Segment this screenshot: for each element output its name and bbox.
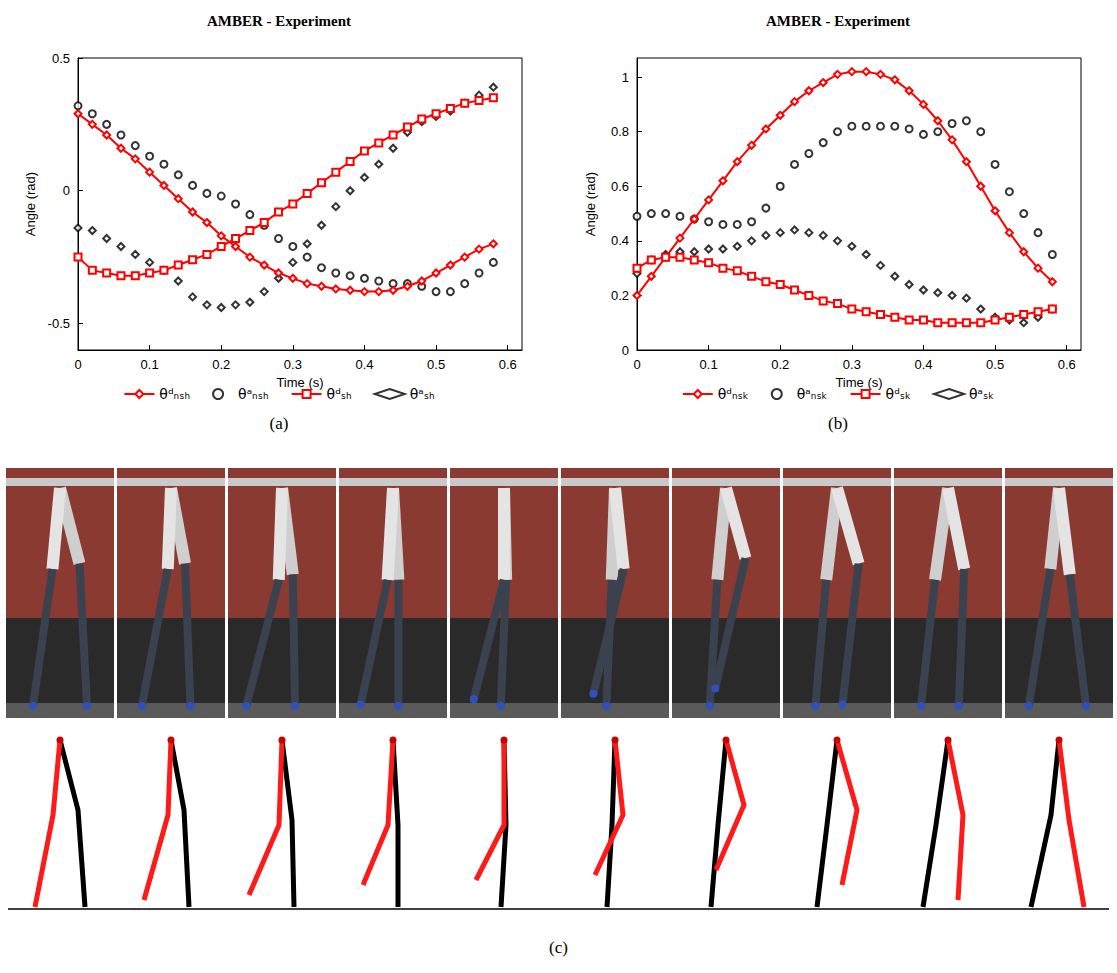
svg-text:0.8: 0.8 xyxy=(611,124,629,139)
svg-text:0.5: 0.5 xyxy=(52,51,70,66)
svg-text:θᵈₙₛₖ: θᵈₙₛₖ xyxy=(718,386,749,402)
svg-text:AMBER - Experiment: AMBER - Experiment xyxy=(207,13,351,29)
svg-text:0.6: 0.6 xyxy=(499,357,517,372)
svg-text:0.2: 0.2 xyxy=(611,288,629,303)
html-text:(c): (c) xyxy=(549,938,568,957)
svg-text:0.5: 0.5 xyxy=(427,357,445,372)
svg-text:0: 0 xyxy=(633,357,640,372)
svg-text:0.4: 0.4 xyxy=(914,357,932,372)
svg-text:0.2: 0.2 xyxy=(212,357,230,372)
svg-text:θᵃₙₛₖ: θᵃₙₛₖ xyxy=(797,386,828,402)
svg-text:0: 0 xyxy=(622,343,629,358)
svg-text:0.4: 0.4 xyxy=(355,357,373,372)
svg-text:θᵈₛₕ: θᵈₛₕ xyxy=(327,386,352,402)
svg-text:Time (s): Time (s) xyxy=(276,375,323,390)
svg-text:Angle (rad): Angle (rad) xyxy=(23,172,38,236)
html-text:(b): (b) xyxy=(828,414,848,433)
svg-text:0.1: 0.1 xyxy=(700,357,718,372)
svg-text:0.3: 0.3 xyxy=(284,357,302,372)
svg-text:θᵃₛₖ: θᵃₛₖ xyxy=(969,386,994,402)
svg-text:0: 0 xyxy=(63,183,70,198)
svg-text:0.4: 0.4 xyxy=(611,233,629,248)
svg-text:θᵃₙₛₕ: θᵃₙₛₕ xyxy=(238,386,269,402)
svg-text:0.3: 0.3 xyxy=(843,357,861,372)
svg-text:0: 0 xyxy=(74,357,81,372)
svg-text:Time (s): Time (s) xyxy=(835,375,882,390)
svg-text:1: 1 xyxy=(622,70,629,85)
svg-text:-0.5: -0.5 xyxy=(48,316,70,331)
svg-text:0.2: 0.2 xyxy=(771,357,789,372)
svg-text:θᵈₛₖ: θᵈₛₖ xyxy=(886,386,911,402)
svg-text:θᵈₙₛₕ: θᵈₙₛₕ xyxy=(159,386,190,402)
svg-text:AMBER - Experiment: AMBER - Experiment xyxy=(766,13,910,29)
svg-text:0.6: 0.6 xyxy=(611,179,629,194)
svg-text:0.1: 0.1 xyxy=(141,357,159,372)
svg-text:Angle (rad): Angle (rad) xyxy=(583,172,598,236)
svg-text:θᵃₛₕ: θᵃₛₕ xyxy=(410,386,435,402)
svg-text:0.5: 0.5 xyxy=(986,357,1004,372)
svg-text:0.6: 0.6 xyxy=(1058,357,1076,372)
html-text:(a): (a) xyxy=(269,414,289,433)
